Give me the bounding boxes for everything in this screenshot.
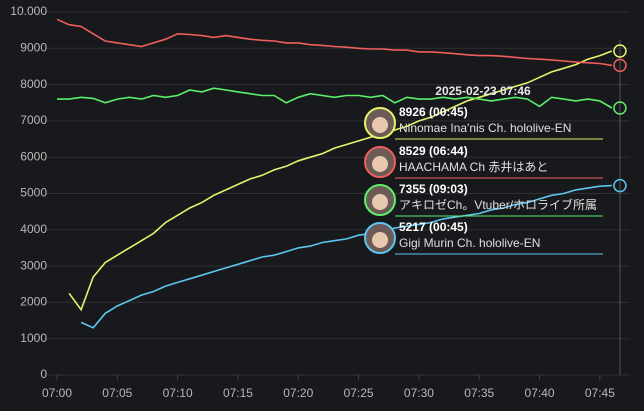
- y-tick-label: 2000: [20, 295, 47, 309]
- tooltip-name: HAACHAMA Ch 赤井はあと: [399, 160, 548, 174]
- tooltip-value: 7355 (09:03): [399, 182, 468, 196]
- x-tick-label: 07:15: [223, 386, 253, 400]
- avatar-face: [372, 194, 388, 210]
- y-tick-label: 1000: [20, 331, 47, 345]
- end-marker: [613, 178, 627, 193]
- y-tick-label: 0: [40, 367, 47, 381]
- tooltip-name: アキロゼCh。Vtuber/ホロライブ所属: [399, 197, 597, 212]
- end-marker: [613, 44, 627, 58]
- x-tick-label: 07:35: [464, 386, 494, 400]
- x-tick-label: 07:30: [404, 386, 434, 400]
- x-tick-label: 07:10: [163, 386, 193, 400]
- tooltip-name: Ninomae Ina'nis Ch. hololive-EN: [399, 121, 571, 135]
- tooltip-value: 5217 (00:45): [399, 220, 468, 234]
- avatar-face: [372, 232, 388, 248]
- y-tick-label: 6000: [20, 149, 47, 163]
- x-tick-label: 07:00: [42, 386, 72, 400]
- y-tick-label: 9000: [20, 40, 47, 54]
- x-tick-label: 07:40: [525, 386, 555, 400]
- x-tick-label: 07:05: [102, 386, 132, 400]
- y-tick-label: 4000: [20, 222, 47, 236]
- y-tick-label: 8000: [20, 77, 47, 91]
- tooltip-value: 8529 (06:44): [399, 144, 468, 158]
- series-line: [68, 50, 613, 312]
- y-tick-label: 3000: [20, 258, 47, 272]
- x-tick-label: 07:25: [344, 386, 374, 400]
- end-marker: [613, 101, 627, 115]
- tooltip-name: Gigi Murin Ch. hololive-EN: [399, 236, 540, 250]
- avatar-face: [372, 117, 388, 133]
- series-line: [80, 184, 612, 329]
- end-marker: [613, 58, 627, 73]
- y-tick-label: 5000: [20, 186, 47, 200]
- series-line: [56, 18, 613, 67]
- tooltip-value: 8926 (00:45): [399, 105, 468, 119]
- series-line: [57, 87, 613, 109]
- x-tick-label: 07:20: [283, 386, 313, 400]
- avatar-face: [372, 156, 388, 172]
- y-tick-label: 7000: [20, 113, 47, 127]
- x-tick-label: 07:45: [585, 386, 615, 400]
- y-tick-label: 10.000: [10, 4, 47, 18]
- tooltip-title: 2025-02-23 07:46: [435, 84, 531, 98]
